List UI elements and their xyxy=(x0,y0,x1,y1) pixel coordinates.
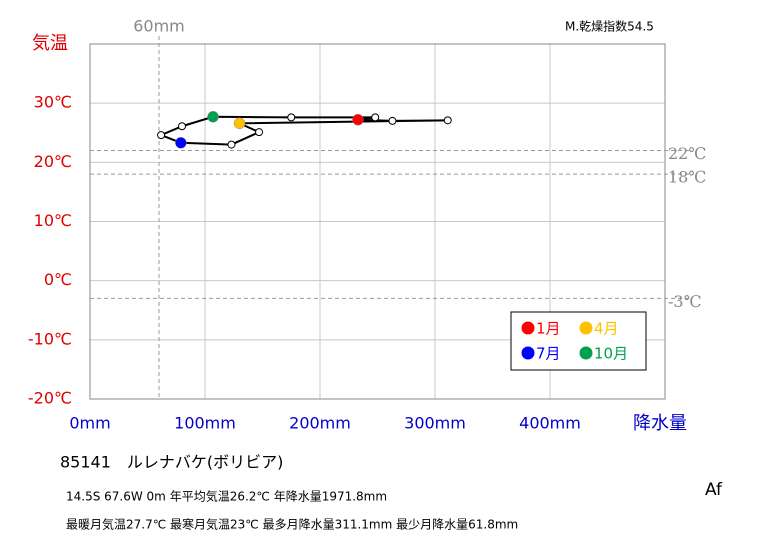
y-axis-label: 気温 xyxy=(32,33,68,54)
month-point xyxy=(227,140,236,149)
x-tick-label: 0mm xyxy=(69,414,110,433)
x-tick-label: 200mm xyxy=(289,414,351,433)
x-tick-label: 100mm xyxy=(174,414,236,433)
legend-swatch xyxy=(521,346,535,360)
info-line: 最暖月気温27.7℃ 最寒月気温23℃ 最多月降水量311.1mm 最少月降水量… xyxy=(66,517,518,532)
y-tick-label: 10℃ xyxy=(34,211,72,230)
legend-label: 1月 xyxy=(536,320,561,338)
x-tick-label: 400mm xyxy=(519,414,581,433)
y-tick-label: -20℃ xyxy=(28,389,72,408)
legend-label: 10月 xyxy=(594,345,628,363)
y-tick-label: 30℃ xyxy=(34,93,72,112)
info-line: 14.5S 67.6W 0m 年平均気温26.2℃ 年降水量1971.8mm xyxy=(66,489,387,504)
reference-label: -3℃ xyxy=(668,292,701,311)
month-point xyxy=(388,116,397,125)
month-point-highlight xyxy=(175,137,187,149)
climate-line xyxy=(158,115,448,146)
month-point xyxy=(443,116,452,125)
plot-frame xyxy=(89,43,666,400)
x-tick-label: 300mm xyxy=(404,414,466,433)
month-point xyxy=(287,113,296,122)
legend-swatch xyxy=(579,321,593,335)
reference-label: 22℃ xyxy=(668,144,706,163)
month-point xyxy=(371,113,380,122)
x-axis-label: 降水量 xyxy=(633,413,687,434)
legend-swatch xyxy=(521,321,535,335)
dryness-index: M.乾燥指数54.5 xyxy=(565,19,654,34)
month-point xyxy=(157,131,166,140)
y-tick-label: 0℃ xyxy=(44,270,72,289)
legend-label: 7月 xyxy=(536,345,561,363)
month-point xyxy=(178,122,186,131)
legend-swatch xyxy=(579,346,593,360)
month-point-highlight xyxy=(233,117,246,130)
chart-title: 85141 ルレナバケ(ボリビア) xyxy=(60,453,283,472)
y-tick-label: -10℃ xyxy=(28,329,72,348)
reference-label: 18℃ xyxy=(668,168,706,187)
climate-class: Af xyxy=(705,480,723,500)
legend-label: 4月 xyxy=(594,320,619,338)
month-point-highlight xyxy=(352,113,364,126)
month-point-highlight xyxy=(207,111,219,123)
reference-label: 60mm xyxy=(133,17,185,36)
legend-box xyxy=(510,311,647,371)
y-tick-label: 20℃ xyxy=(34,152,72,171)
month-point xyxy=(255,128,264,137)
